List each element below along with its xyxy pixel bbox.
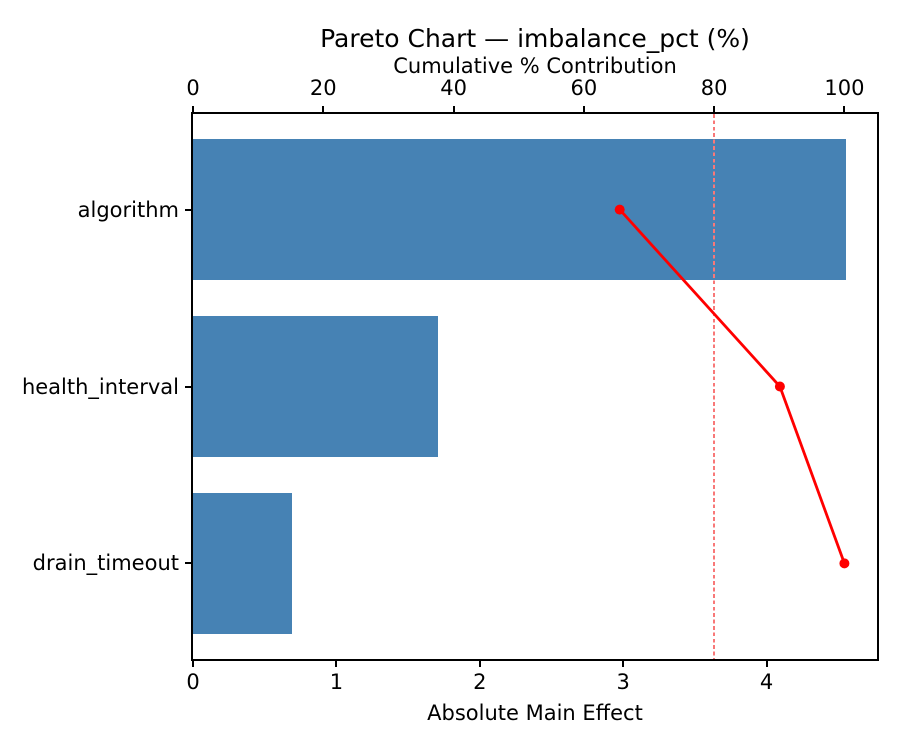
chart-title: Pareto Chart — imbalance_pct (%) — [320, 24, 750, 53]
bottom-xtick-label: 0 — [186, 670, 200, 694]
top-xtick-label: 80 — [700, 76, 728, 100]
plot-frame — [191, 112, 879, 661]
bottom-axis-label: Absolute Main Effect — [427, 701, 643, 725]
top-xtick-label: 20 — [309, 76, 337, 100]
top-xtick-mark — [192, 106, 194, 112]
bottom-xtick-label: 2 — [473, 670, 487, 694]
cumulative-line-layer — [614, 204, 850, 569]
top-xtick-mark — [452, 106, 455, 112]
ytick-mark — [185, 208, 191, 211]
ytick-mark — [185, 562, 191, 565]
top-xtick-mark — [322, 106, 325, 112]
bottom-xtick-label: 1 — [329, 670, 344, 694]
ytick-label-algorithm: algorithm — [77, 197, 179, 222]
cumulative-point — [774, 381, 785, 392]
bottom-xtick-mark — [622, 661, 625, 667]
cumulative-line — [618, 208, 846, 564]
ytick-label-health_interval: health_interval — [21, 374, 179, 399]
top-xtick-label: 100 — [824, 76, 865, 100]
top-xtick-mark — [713, 106, 716, 112]
bar-drain_timeout — [193, 492, 292, 635]
bottom-xtick-mark — [192, 661, 194, 667]
cumulative-point — [839, 558, 850, 569]
bar-algorithm — [193, 138, 846, 281]
top-xtick-label: 0 — [186, 76, 200, 100]
top-xtick-label: 40 — [440, 76, 467, 100]
bottom-xtick-mark — [335, 661, 338, 667]
top-xtick-mark — [843, 106, 846, 112]
ytick-label-drain_timeout: drain_timeout — [32, 551, 179, 576]
cumulative-point — [614, 204, 625, 215]
bottom-xtick-label: 3 — [616, 670, 630, 694]
ytick-mark — [185, 385, 191, 388]
bottom-xtick-mark — [765, 661, 768, 667]
top-xtick-label: 60 — [570, 76, 598, 100]
bottom-xtick-label: 4 — [759, 670, 774, 694]
bottom-xtick-mark — [478, 661, 481, 667]
threshold-line-80pct — [713, 114, 716, 659]
bar-health_interval — [193, 315, 439, 458]
top-axis-label: Cumulative % Contribution — [393, 54, 677, 78]
top-xtick-mark — [582, 106, 585, 112]
